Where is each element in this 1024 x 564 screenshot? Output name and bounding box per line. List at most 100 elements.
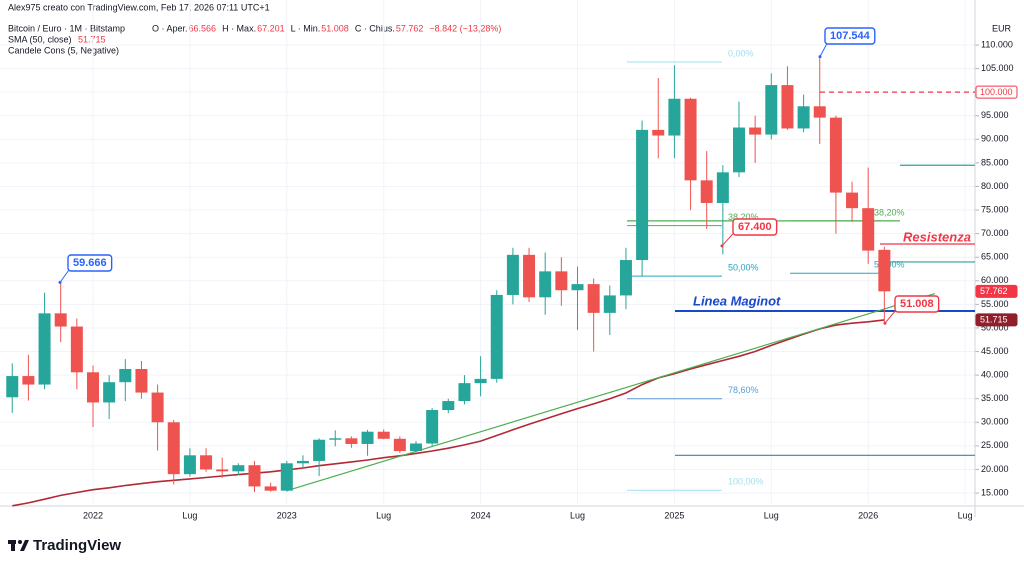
y-tick-label: 25.000 xyxy=(981,440,1009,450)
indicator-name: Candele Cons (5, Negative) xyxy=(8,45,119,55)
legend-value: 67.201 xyxy=(257,23,285,33)
price-tag-label: 100.000 xyxy=(980,87,1013,97)
candle-body xyxy=(813,106,826,118)
fib-label: 38,20% xyxy=(728,212,759,222)
candle-body xyxy=(54,313,67,327)
candle-body xyxy=(458,383,471,402)
candle-body xyxy=(716,172,729,203)
candle-body xyxy=(232,465,245,472)
x-tick-label: Lug xyxy=(764,510,779,520)
y-tick-label: 55.000 xyxy=(981,299,1009,309)
y-tick-label: 105.000 xyxy=(981,63,1014,73)
candle-body xyxy=(264,486,277,491)
brand: TradingView xyxy=(33,537,121,554)
candle-body xyxy=(87,372,99,403)
x-tick-label: Lug xyxy=(958,510,973,520)
callout-box xyxy=(824,27,876,45)
legend-value: 57.762 xyxy=(396,23,424,33)
y-tick-label: 30.000 xyxy=(981,417,1009,427)
callout-box xyxy=(894,295,940,313)
candle-body xyxy=(248,465,261,487)
price-tag xyxy=(975,313,1018,327)
price-tag xyxy=(975,284,1018,298)
currency: EUR xyxy=(992,23,1012,33)
legend-value: 66.566 xyxy=(189,23,217,33)
legend-label: O · Aper. xyxy=(152,23,188,33)
candle-body xyxy=(636,129,649,261)
fib-label: 38,20% xyxy=(874,207,905,217)
candle-body xyxy=(410,443,422,452)
x-tick-label: Lug xyxy=(570,510,585,520)
y-tick-label: 70.000 xyxy=(981,228,1009,238)
candle-body xyxy=(571,284,584,291)
y-tick-label: 65.000 xyxy=(981,252,1009,262)
candle-body xyxy=(377,431,390,439)
callout-dot xyxy=(818,55,822,59)
price-tag-label: 51.715 xyxy=(980,315,1008,325)
candle-body xyxy=(103,382,116,403)
legend-value: 51.008 xyxy=(321,23,349,33)
candle-body xyxy=(749,127,762,135)
indicator-name: SMA (50, close) xyxy=(8,34,72,44)
legend-label: H · Max. xyxy=(222,23,256,33)
trendline xyxy=(286,292,936,492)
candle-body xyxy=(38,313,51,385)
x-tick-label: 2023 xyxy=(277,510,297,520)
candle-body xyxy=(700,180,713,203)
callout-label: 59.666 xyxy=(73,257,107,269)
indicator-value: 51.715 xyxy=(78,34,106,44)
candle-body xyxy=(684,98,697,181)
y-tick-label: 45.000 xyxy=(981,346,1009,356)
legend-change: −8.842 (−13,28%) xyxy=(429,23,501,33)
fib-label: 0,00% xyxy=(728,48,754,58)
candle-body xyxy=(135,368,148,393)
candle-body xyxy=(781,85,794,129)
fib-label: 50,00% xyxy=(728,262,759,272)
legend-symbol: Bitcoin / Euro · 1M · Bitstamp xyxy=(8,23,125,33)
callout-dot xyxy=(720,244,724,248)
x-tick-label: 2025 xyxy=(664,510,684,520)
x-tick-label: Lug xyxy=(376,510,391,520)
y-tick-label: 90.000 xyxy=(981,134,1009,144)
y-tick-label: 75.000 xyxy=(981,204,1009,214)
price-tag-label: 57.762 xyxy=(980,286,1008,296)
candle-body xyxy=(555,271,568,291)
y-tick-label: 110.000 xyxy=(981,39,1013,49)
y-tick-label: 40.000 xyxy=(981,369,1009,379)
candle-body xyxy=(523,254,536,298)
level-label: Linea Maginot xyxy=(693,293,781,308)
candle-body xyxy=(733,127,745,173)
candle-body xyxy=(426,410,439,444)
candle-body xyxy=(280,463,293,491)
callout-label: 67.400 xyxy=(738,221,772,233)
y-tick-label: 60.000 xyxy=(981,275,1009,285)
candle-body xyxy=(151,392,164,423)
y-tick-label: 20.000 xyxy=(981,464,1009,474)
candle-body xyxy=(313,439,326,461)
callout-dot xyxy=(883,321,887,325)
candle-body xyxy=(6,376,19,398)
callout-box xyxy=(732,218,778,236)
price-tag xyxy=(975,85,1018,99)
candle-body xyxy=(765,85,778,135)
candle-body xyxy=(22,376,35,385)
candle-body xyxy=(393,438,406,452)
candle-body xyxy=(539,271,552,298)
candle-body xyxy=(668,98,681,136)
grid xyxy=(0,0,975,505)
candle-body xyxy=(652,129,665,136)
candle-body xyxy=(490,294,503,379)
candle-body xyxy=(119,368,132,383)
x-tick-label: 2026 xyxy=(858,510,878,520)
sma-line xyxy=(12,319,885,507)
callout-dot xyxy=(58,280,62,284)
callout-box xyxy=(67,254,113,272)
candle-body xyxy=(587,284,600,313)
candle-body xyxy=(329,438,342,440)
x-tick-label: Lug xyxy=(182,510,197,520)
candle-body xyxy=(829,117,842,193)
candle-body xyxy=(797,106,810,129)
candle-body xyxy=(619,260,632,296)
candle-body xyxy=(167,422,180,475)
